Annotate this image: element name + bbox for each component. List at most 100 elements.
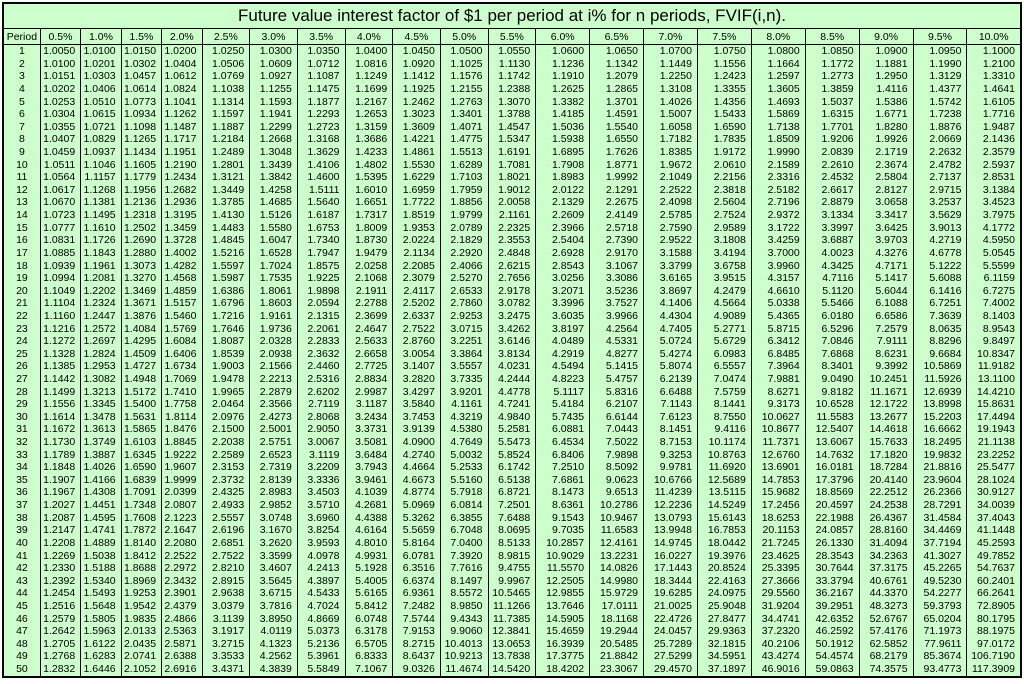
fvif-cell: 11.4239 [643, 486, 698, 500]
fvif-cell: 1.4451 [80, 499, 122, 512]
fvif-cell: 1.0829 [80, 133, 122, 146]
table-row: 20 1.1049 1.2202 1.3469 1.4859 1.6386 1.8061 1.… [3, 284, 1021, 298]
fvif-cell: 1.4591 [589, 108, 644, 121]
fvif-cell: 1.3355 [696, 82, 752, 96]
fvif-cell: 8.7153 [643, 435, 698, 449]
fvif-cell: 1.4130 [201, 209, 250, 222]
fvif-cell: 59.0863 [804, 662, 860, 677]
fvif-cell: 19.3976 [696, 549, 752, 563]
fvif-cell: 1.2027 [39, 499, 81, 512]
fvif-cell: 37.3175 [858, 562, 914, 575]
table-row: 26 1.1385 1.2953 1.4727 1.6734 1.9003 2.1566 2.… [3, 360, 1021, 373]
fvif-cell: 2.1315 [296, 309, 346, 323]
fvif-cell: 2.2213 [249, 372, 298, 386]
fvif-cell: 59.3793 [912, 599, 967, 613]
period-cell: 4 [18, 82, 25, 95]
fvif-cell: 1.4026 [643, 95, 698, 109]
fvif-cell: 6.7275 [966, 284, 1021, 298]
fvif-cell: 2.8834 [344, 372, 393, 386]
fvif-cell: 14.4618 [858, 423, 914, 436]
fvif-cell: 2.5182 [750, 183, 806, 197]
fvif-cell: 7.1067 [344, 662, 393, 677]
fvif-cell: 1.5963 [80, 625, 122, 638]
fvif-cell: 5.5160 [439, 473, 489, 487]
fvif-cell: 1.4026 [80, 461, 122, 474]
fvif-cell: 16.6662 [912, 423, 967, 436]
fvif-cell: 7.1143 [643, 398, 698, 411]
period-cell: 34 [16, 461, 28, 474]
fvif-cell: 1.7081 [487, 158, 536, 172]
period-cell: 46 [16, 612, 28, 625]
fvif-cell: 1.1941 [249, 108, 298, 121]
fvif-cell: 3.6758 [696, 259, 752, 273]
fvif-cell: 1.3629 [296, 145, 346, 159]
fvif-cell: 1.2423 [696, 70, 752, 83]
fvif-cell: 1.0100 [80, 44, 122, 58]
fvif-cell: 1.3876 [120, 309, 162, 323]
fvif-cell: 3.5081 [344, 435, 393, 449]
fvif-cell: 29.5560 [750, 587, 806, 600]
fvif-cell: 93.4773 [912, 662, 967, 677]
fvif-cell: 1.1098 [120, 120, 162, 134]
fvif-cell: 40.2106 [750, 637, 806, 651]
fvif-cell: 4.1161 [439, 398, 489, 411]
fvif-cell: 1.0100 [39, 57, 81, 71]
fvif-cell: 4.7171 [858, 259, 914, 273]
fvif-cell: 6.8721 [487, 486, 536, 500]
fvif-cell: 32.1815 [696, 637, 752, 651]
rate-header: 9.5% [912, 28, 967, 45]
fvif-cell: 9.3992 [858, 360, 914, 373]
fvif-cell: 23.4625 [750, 549, 806, 563]
fvif-cell: 21.8816 [912, 461, 967, 474]
fvif-cell: 22.1988 [804, 511, 860, 525]
fvif-cell: 3.2251 [439, 335, 489, 348]
fvif-cell: 1.2773 [804, 70, 860, 83]
fvif-cell: 1.6771 [858, 108, 914, 121]
fvif-cell: 1.0250 [201, 44, 250, 58]
fvif-cell: 2.5557 [201, 511, 250, 525]
fvif-cell: 22.4163 [696, 574, 752, 588]
period-cell: 7 [18, 120, 25, 133]
fvif-cell: 1.0777 [39, 221, 81, 235]
fvif-cell: 1.3686 [344, 133, 393, 146]
fvif-cell: 1.2832 [39, 662, 81, 677]
fvif-cell: 5.2581 [487, 423, 536, 436]
fvif-cell: 3.0256 [535, 272, 590, 285]
fvif-cell: 10.8677 [750, 423, 806, 436]
fvif-cell: 2.6533 [439, 284, 489, 298]
fvif-cell: 7.6868 [804, 347, 860, 361]
fvif-cell: 14.5905 [535, 612, 590, 626]
fvif-cell: 9.4755 [487, 562, 536, 575]
fvif-cell: 1.0824 [161, 82, 202, 96]
fvif-cell: 2.1719 [858, 145, 914, 159]
fvif-cell: 1.6289 [439, 158, 489, 172]
fvif-cell: 1.8021 [487, 171, 536, 184]
fvif-cell: 1.2801 [201, 158, 250, 172]
period-cell: 24 [16, 335, 28, 348]
fvif-cell: 1.0927 [249, 70, 298, 83]
fvif-cell: 3.4523 [966, 196, 1021, 210]
fvif-cell: 4.2444 [487, 372, 536, 386]
fvif-cell: 1.3345 [80, 398, 122, 411]
period-cell: 3 [18, 70, 25, 83]
fvif-cell: 2.5937 [966, 158, 1021, 172]
fvif-cell: 1.3469 [120, 284, 162, 298]
fvif-cell: 13.2677 [858, 410, 914, 424]
fvif-cell: 3.5710 [296, 499, 346, 512]
fvif-cell: 1.2824 [80, 347, 122, 361]
table-row: 5 1.0253 1.0510 1.0773 1.1041 1.1314 1.1593 1.1… [3, 95, 1021, 109]
fvif-cell: 52.6767 [858, 612, 914, 626]
fvif-cell: 1.4116 [858, 82, 914, 96]
fvif-cell: 1.2625 [535, 82, 590, 96]
period-cell: 21 [16, 297, 28, 310]
fvif-cell: 2.3818 [696, 183, 752, 197]
fvif-cell: 1.2597 [750, 70, 806, 83]
fvif-cell: 2.7656 [487, 272, 536, 285]
fvif-cell: 8.3401 [804, 360, 860, 373]
fvif-cell: 1.6229 [392, 171, 441, 184]
fvif-cell: 1.4221 [392, 133, 441, 146]
fvif-cell: 1.2953 [80, 360, 122, 373]
fvif-cell: 1.5395 [344, 171, 393, 184]
fvif-cell: 44.3370 [858, 587, 914, 600]
fvif-cell: 8.1451 [643, 423, 698, 436]
